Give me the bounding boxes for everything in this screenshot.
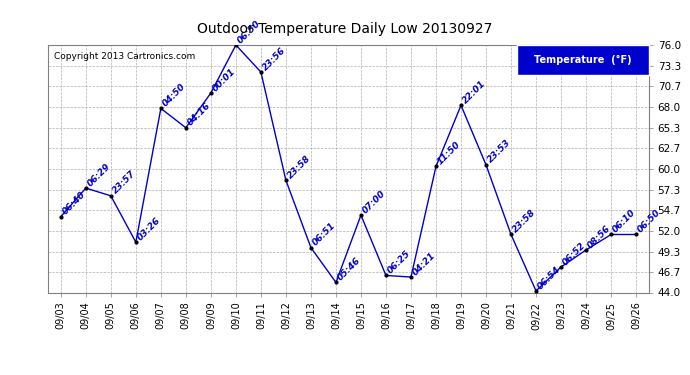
Text: 04:16: 04:16 bbox=[186, 101, 213, 128]
Text: 23:58: 23:58 bbox=[286, 154, 313, 180]
Text: 06:25: 06:25 bbox=[386, 249, 413, 276]
Text: 05:46: 05:46 bbox=[336, 256, 362, 282]
Text: Outdoor Temperature Daily Low 20130927: Outdoor Temperature Daily Low 20130927 bbox=[197, 22, 493, 36]
Text: 07:00: 07:00 bbox=[361, 189, 388, 215]
Text: 23:53: 23:53 bbox=[486, 138, 513, 165]
Text: 23:58: 23:58 bbox=[511, 208, 538, 234]
Text: 23:56: 23:56 bbox=[261, 45, 288, 72]
Text: 06:50: 06:50 bbox=[236, 18, 262, 45]
Text: 22:01: 22:01 bbox=[461, 79, 488, 105]
Text: 04:50: 04:50 bbox=[161, 82, 188, 108]
Text: 00:01: 00:01 bbox=[211, 66, 237, 93]
Text: 06:50: 06:50 bbox=[636, 208, 662, 234]
Text: 06:10: 06:10 bbox=[611, 208, 638, 234]
Text: 04:21: 04:21 bbox=[411, 251, 437, 277]
Text: 06:54: 06:54 bbox=[536, 264, 562, 291]
Text: 23:57: 23:57 bbox=[111, 169, 137, 196]
Text: Copyright 2013 Cartronics.com: Copyright 2013 Cartronics.com bbox=[55, 53, 195, 62]
Text: 03:26: 03:26 bbox=[136, 216, 162, 242]
Text: 06:40: 06:40 bbox=[61, 190, 88, 217]
Text: 06:51: 06:51 bbox=[311, 221, 337, 248]
Text: 11:50: 11:50 bbox=[436, 140, 462, 166]
Text: 06:29: 06:29 bbox=[86, 162, 112, 188]
Text: 06:52: 06:52 bbox=[561, 240, 588, 267]
Text: 08:56: 08:56 bbox=[586, 224, 613, 250]
